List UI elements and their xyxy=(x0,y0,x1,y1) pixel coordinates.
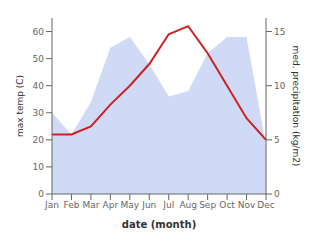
svg-text:20: 20 xyxy=(33,135,45,145)
svg-text:10: 10 xyxy=(33,162,45,172)
svg-text:60: 60 xyxy=(33,27,45,37)
svg-text:Jan: Jan xyxy=(44,200,59,210)
svg-text:Dec: Dec xyxy=(257,200,274,210)
svg-text:May: May xyxy=(121,200,140,210)
svg-text:40: 40 xyxy=(33,81,45,91)
svg-text:10: 10 xyxy=(274,81,286,91)
svg-text:Jun: Jun xyxy=(141,200,156,210)
svg-text:Apr: Apr xyxy=(103,200,119,210)
svg-text:Jul: Jul xyxy=(162,200,174,210)
svg-text:30: 30 xyxy=(33,108,45,118)
svg-text:0: 0 xyxy=(274,189,280,199)
svg-text:Sep: Sep xyxy=(199,200,216,210)
svg-text:max temp (C): max temp (C) xyxy=(15,75,25,137)
svg-text:15: 15 xyxy=(274,27,285,37)
svg-text:Feb: Feb xyxy=(63,200,79,210)
svg-text:5: 5 xyxy=(274,135,280,145)
svg-text:date (month): date (month) xyxy=(122,219,196,230)
svg-text:Oct: Oct xyxy=(219,200,235,210)
svg-text:Mar: Mar xyxy=(82,200,99,210)
svg-text:0: 0 xyxy=(38,189,44,199)
svg-text:med. precipitation (kg/m2): med. precipitation (kg/m2) xyxy=(291,46,301,167)
svg-text:50: 50 xyxy=(33,54,45,64)
svg-text:Aug: Aug xyxy=(179,200,197,210)
svg-text:Nov: Nov xyxy=(238,200,256,210)
